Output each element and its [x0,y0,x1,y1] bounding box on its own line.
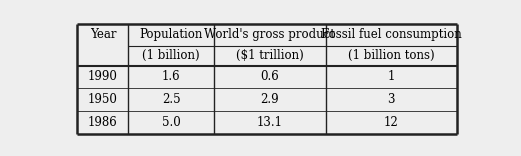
Text: Year: Year [90,28,116,41]
Text: Fossil fuel consumption: Fossil fuel consumption [321,28,462,41]
Text: World's gross product: World's gross product [204,28,336,41]
Text: Population: Population [140,28,203,41]
Text: 1990: 1990 [88,71,118,83]
Text: 3: 3 [388,93,395,106]
Text: 12: 12 [384,116,399,129]
Text: ($1 trillion): ($1 trillion) [236,49,304,62]
Text: 0.6: 0.6 [260,71,279,83]
Text: 2.9: 2.9 [260,93,279,106]
Text: 1: 1 [388,71,395,83]
Text: (1 billion): (1 billion) [142,49,200,62]
Text: 1950: 1950 [88,93,118,106]
Text: 5.0: 5.0 [162,116,181,129]
Text: 13.1: 13.1 [257,116,283,129]
Text: (1 billion tons): (1 billion tons) [348,49,435,62]
Text: 2.5: 2.5 [162,93,180,106]
Text: 1.6: 1.6 [162,71,180,83]
Text: 1986: 1986 [88,116,118,129]
